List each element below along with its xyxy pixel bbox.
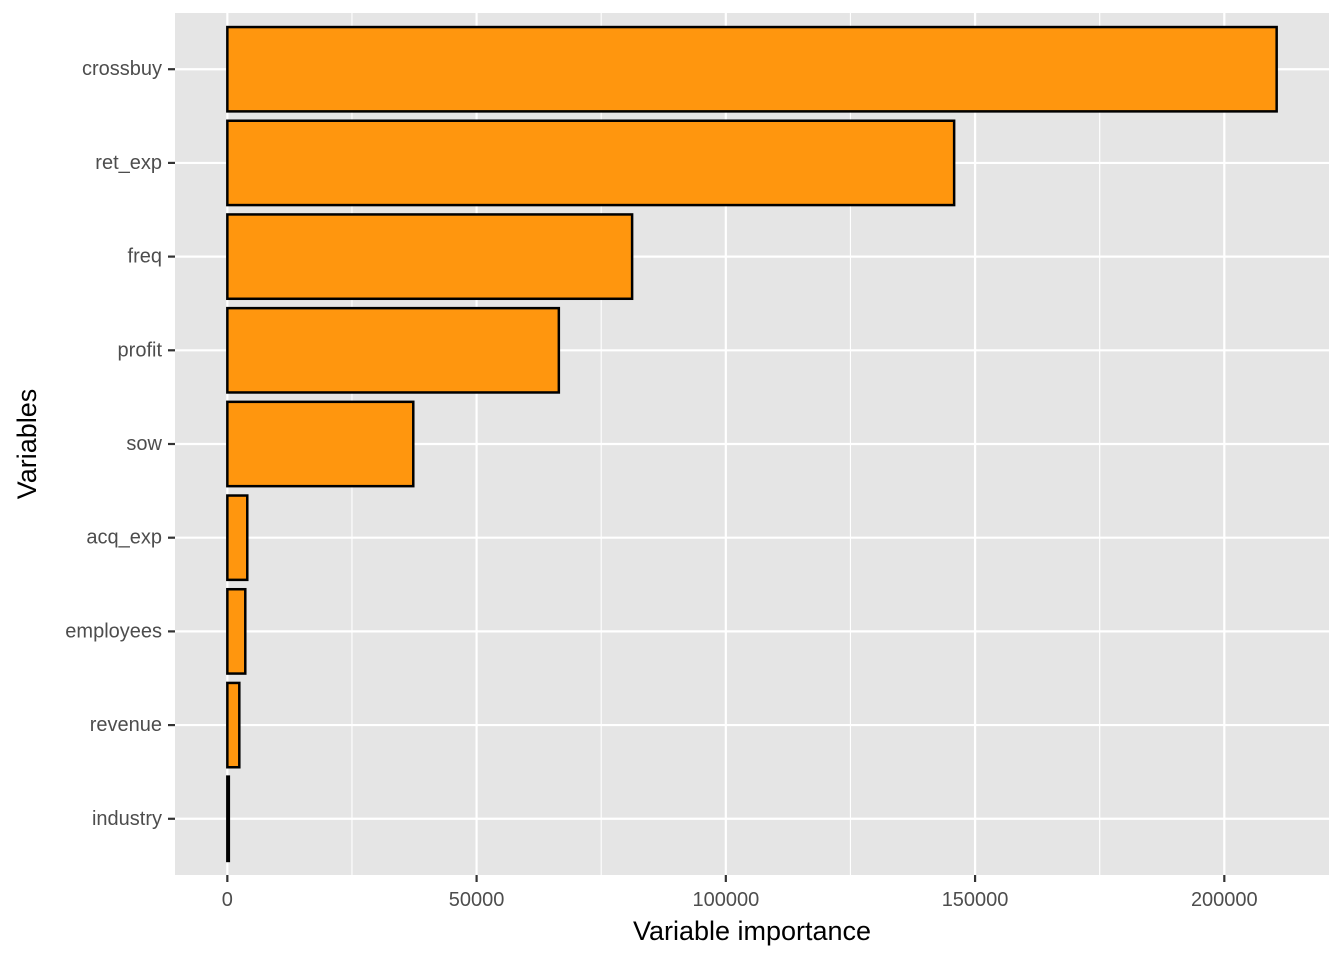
y-tick-label: freq bbox=[128, 246, 162, 268]
bar-acq-exp bbox=[226, 494, 249, 582]
y-tick-label: sow bbox=[126, 433, 162, 455]
bar-profit bbox=[226, 306, 561, 394]
x-axis-title: Variable importance bbox=[633, 916, 871, 946]
bar-freq bbox=[226, 213, 634, 301]
bar-revenue bbox=[226, 681, 241, 769]
y-tick-label: employees bbox=[65, 620, 162, 642]
y-axis-title: Variables bbox=[12, 389, 42, 500]
x-tick-label: 200000 bbox=[1191, 889, 1258, 911]
y-tick-label: profit bbox=[118, 339, 163, 361]
y-tick-label: acq_exp bbox=[86, 527, 162, 549]
y-tick-label: revenue bbox=[90, 714, 162, 736]
y-tick-label: crossbuy bbox=[82, 58, 162, 80]
x-tick-label: 0 bbox=[222, 889, 233, 911]
x-axis: 0 50000 100000 150000 200000 bbox=[222, 875, 1258, 911]
bar-crossbuy bbox=[226, 25, 1278, 113]
bar-sow bbox=[226, 400, 415, 488]
bars bbox=[226, 25, 1278, 863]
x-tick-label: 150000 bbox=[942, 889, 1009, 911]
y-tick-label: ret_exp bbox=[95, 152, 162, 174]
bar-industry bbox=[226, 775, 231, 863]
x-tick-label: 100000 bbox=[692, 889, 759, 911]
y-tick-label: industry bbox=[92, 808, 162, 830]
bar-employees bbox=[226, 587, 247, 675]
bar-ret-exp bbox=[226, 119, 956, 207]
x-tick-label: 50000 bbox=[449, 889, 505, 911]
